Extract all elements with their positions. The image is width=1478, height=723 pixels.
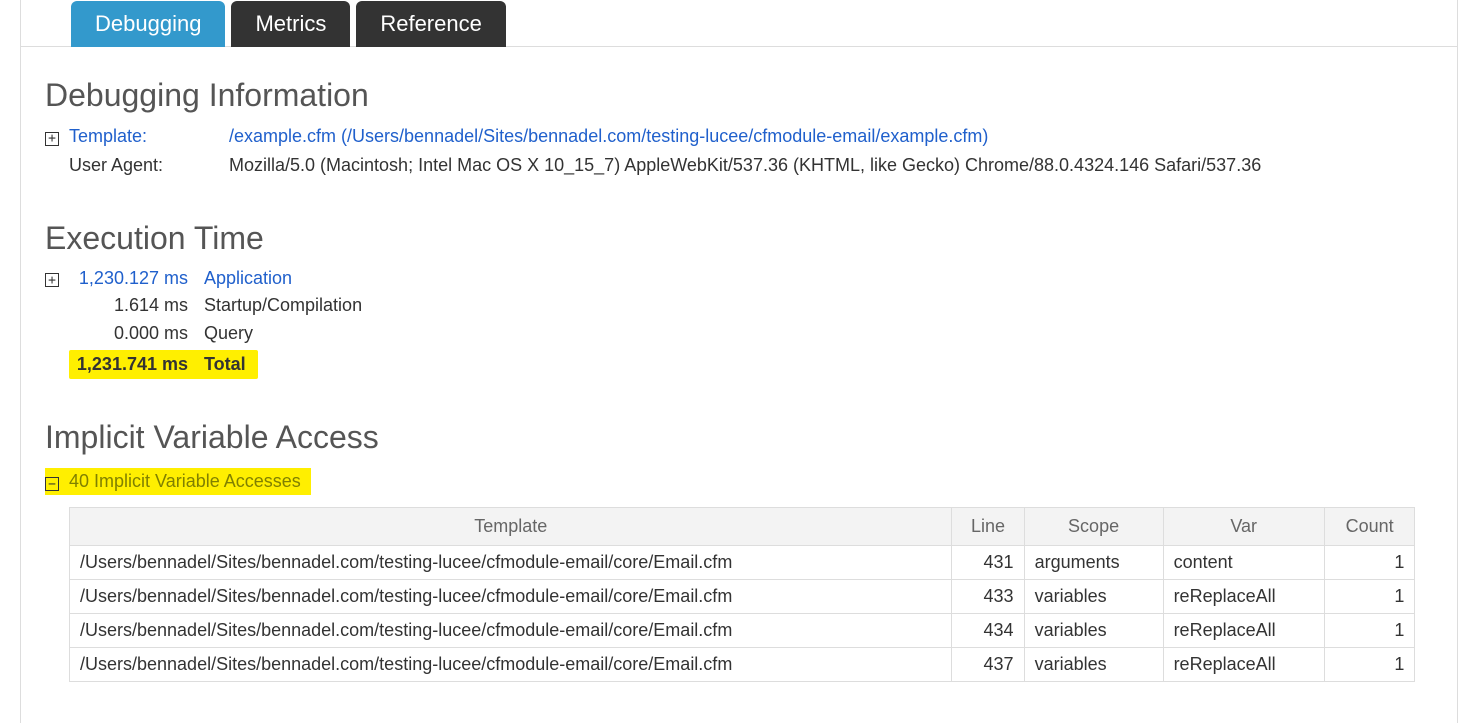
cell-scope: variables bbox=[1024, 614, 1163, 648]
column-header: Var bbox=[1163, 508, 1324, 546]
cell-scope: variables bbox=[1024, 580, 1163, 614]
expand-icon[interactable]: + bbox=[45, 132, 59, 146]
exec-label: Startup/Compilation bbox=[204, 292, 1433, 320]
debugging-info-heading: Debugging Information bbox=[45, 77, 1433, 114]
cell-count: 1 bbox=[1324, 580, 1415, 614]
tab-metrics[interactable]: Metrics bbox=[231, 1, 350, 47]
cell-var: content bbox=[1163, 546, 1324, 580]
column-header: Template bbox=[70, 508, 952, 546]
tab-debugging[interactable]: Debugging bbox=[71, 1, 225, 47]
exec-time: 1.614 ms bbox=[69, 292, 204, 320]
cell-var: reReplaceAll bbox=[1163, 580, 1324, 614]
exec-total-label: Total bbox=[204, 354, 246, 375]
column-header: Line bbox=[952, 508, 1024, 546]
cell-line: 433 bbox=[952, 580, 1024, 614]
exec-row: +1,230.127 msApplication bbox=[45, 265, 1433, 293]
cell-template: /Users/bennadel/Sites/bennadel.com/testi… bbox=[70, 648, 952, 682]
exec-row: 0.000 msQuery bbox=[45, 320, 1433, 348]
implicit-summary[interactable]: 40 Implicit Variable Accesses bbox=[69, 471, 301, 492]
execution-time-heading: Execution Time bbox=[45, 220, 1433, 257]
cell-line: 431 bbox=[952, 546, 1024, 580]
exec-row: 1.614 msStartup/Compilation bbox=[45, 292, 1433, 320]
table-row: /Users/bennadel/Sites/bennadel.com/testi… bbox=[70, 580, 1415, 614]
exec-time[interactable]: 1,230.127 ms bbox=[69, 265, 204, 293]
column-header: Scope bbox=[1024, 508, 1163, 546]
cell-count: 1 bbox=[1324, 614, 1415, 648]
template-path[interactable]: /example.cfm (/Users/bennadel/Sites/benn… bbox=[229, 122, 1433, 151]
expand-icon[interactable]: + bbox=[45, 273, 59, 287]
collapse-icon[interactable]: − bbox=[45, 477, 59, 491]
implicit-access-heading: Implicit Variable Access bbox=[45, 419, 1433, 456]
user-agent-value: Mozilla/5.0 (Macintosh; Intel Mac OS X 1… bbox=[229, 151, 1433, 180]
cell-template: /Users/bennadel/Sites/bennadel.com/testi… bbox=[70, 546, 952, 580]
table-row: /Users/bennadel/Sites/bennadel.com/testi… bbox=[70, 546, 1415, 580]
template-label[interactable]: Template: bbox=[69, 122, 229, 151]
exec-time: 0.000 ms bbox=[69, 320, 204, 348]
cell-scope: arguments bbox=[1024, 546, 1163, 580]
cell-scope: variables bbox=[1024, 648, 1163, 682]
cell-line: 434 bbox=[952, 614, 1024, 648]
user-agent-label: User Agent: bbox=[69, 151, 229, 180]
tab-content: Debugging Information + Template: /examp… bbox=[21, 47, 1457, 702]
table-row: /Users/bennadel/Sites/bennadel.com/testi… bbox=[70, 614, 1415, 648]
cell-template: /Users/bennadel/Sites/bennadel.com/testi… bbox=[70, 614, 952, 648]
cell-count: 1 bbox=[1324, 546, 1415, 580]
table-row: /Users/bennadel/Sites/bennadel.com/testi… bbox=[70, 648, 1415, 682]
tab-reference[interactable]: Reference bbox=[356, 1, 506, 47]
tab-bar: Debugging Metrics Reference bbox=[21, 0, 1457, 47]
exec-label[interactable]: Application bbox=[204, 265, 1433, 293]
cell-count: 1 bbox=[1324, 648, 1415, 682]
cell-template: /Users/bennadel/Sites/bennadel.com/testi… bbox=[70, 580, 952, 614]
cell-var: reReplaceAll bbox=[1163, 648, 1324, 682]
exec-label: Query bbox=[204, 320, 1433, 348]
exec-total-row: 1,231.741 msTotal bbox=[69, 350, 258, 379]
cell-var: reReplaceAll bbox=[1163, 614, 1324, 648]
cell-line: 437 bbox=[952, 648, 1024, 682]
implicit-access-table: TemplateLineScopeVarCount /Users/bennade… bbox=[69, 507, 1415, 682]
exec-total-time: 1,231.741 ms bbox=[69, 354, 204, 375]
column-header: Count bbox=[1324, 508, 1415, 546]
